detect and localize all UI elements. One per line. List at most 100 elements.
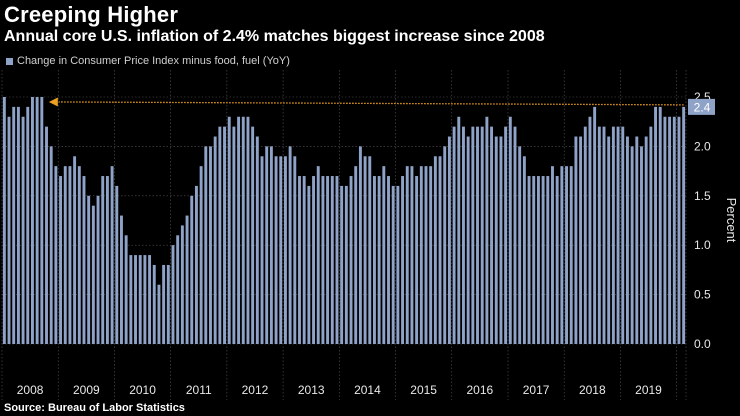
x-tick-label: 2015 xyxy=(410,383,437,397)
bar xyxy=(438,156,442,344)
bar xyxy=(213,136,217,344)
x-tick-label: 2012 xyxy=(242,383,269,397)
bar xyxy=(68,166,72,344)
bar xyxy=(462,126,465,344)
bar xyxy=(148,255,152,344)
bar xyxy=(574,136,578,344)
bar xyxy=(579,136,583,344)
bar xyxy=(372,176,376,344)
bar xyxy=(199,166,203,344)
bar xyxy=(120,215,123,344)
bar xyxy=(410,166,414,344)
bar xyxy=(405,166,409,344)
bar xyxy=(611,126,615,344)
x-tick-label: 2008 xyxy=(17,383,44,397)
bar xyxy=(269,146,273,344)
bar xyxy=(124,235,128,344)
bar xyxy=(682,106,686,344)
last-value-box xyxy=(688,98,715,115)
bar xyxy=(602,126,606,344)
bar xyxy=(143,255,147,344)
bar xyxy=(677,116,681,344)
x-tick-label: 2018 xyxy=(579,383,606,397)
bar xyxy=(522,156,526,344)
bar xyxy=(40,97,44,344)
bar xyxy=(134,255,137,344)
bar xyxy=(466,136,470,344)
bar xyxy=(527,176,531,344)
bar xyxy=(176,235,180,344)
bar xyxy=(204,146,208,344)
bar xyxy=(26,106,30,344)
bar xyxy=(494,136,498,344)
bar xyxy=(87,195,91,344)
bar xyxy=(387,176,390,344)
bar xyxy=(209,146,212,344)
last-value-label: 2.4 xyxy=(694,100,711,114)
bar xyxy=(101,176,105,344)
bar xyxy=(138,255,142,344)
bar xyxy=(658,106,662,344)
bar xyxy=(321,176,325,344)
source-note: Source: Bureau of Labor Statistics xyxy=(4,402,185,414)
bar xyxy=(129,255,133,344)
chart-subtitle: Annual core U.S. inflation of 2.4% match… xyxy=(4,28,545,45)
bar xyxy=(391,185,395,344)
bar xyxy=(335,176,339,344)
bar xyxy=(518,146,522,344)
bar xyxy=(649,126,653,344)
bar xyxy=(536,176,540,344)
bar xyxy=(588,116,592,344)
bar xyxy=(232,126,236,344)
bar xyxy=(274,156,278,344)
bar xyxy=(504,126,508,344)
bar xyxy=(171,245,175,344)
grid-layer xyxy=(1,70,687,400)
x-tick-label: 2009 xyxy=(73,383,100,397)
bar xyxy=(73,156,77,344)
bar xyxy=(21,116,25,344)
bar xyxy=(499,136,503,344)
bar xyxy=(298,176,301,344)
bar xyxy=(349,176,353,344)
bar xyxy=(7,116,11,344)
bar xyxy=(302,176,306,344)
y-tick-label: 0.5 xyxy=(694,288,711,302)
bar xyxy=(283,156,287,344)
bar xyxy=(672,116,676,344)
bar xyxy=(96,195,100,344)
bar xyxy=(541,176,545,344)
bar xyxy=(77,166,81,344)
bar xyxy=(265,146,269,344)
bar xyxy=(45,126,48,344)
y-tick-label: 2.0 xyxy=(694,139,711,153)
bar xyxy=(607,136,611,344)
bar xyxy=(166,264,170,344)
bar xyxy=(569,166,573,344)
bar xyxy=(640,146,643,344)
bar xyxy=(560,166,564,344)
bar xyxy=(424,166,428,344)
y-tick-label: 1.5 xyxy=(694,189,711,203)
bar xyxy=(616,126,620,344)
bar xyxy=(260,156,264,344)
bar-layer xyxy=(2,97,686,344)
annotation-arrowhead xyxy=(48,97,58,107)
bar xyxy=(551,166,554,344)
bar xyxy=(382,166,386,344)
bar xyxy=(30,97,34,344)
bar xyxy=(476,126,479,344)
y-axis-label: Percent xyxy=(724,198,739,243)
legend-label: Change in Consumer Price Index minus foo… xyxy=(17,55,290,67)
bar xyxy=(447,136,451,344)
bar xyxy=(35,97,39,344)
bar xyxy=(340,185,344,344)
bar xyxy=(419,166,423,344)
bar xyxy=(429,166,433,344)
bar xyxy=(2,97,6,344)
bar xyxy=(227,116,231,344)
bar xyxy=(396,185,400,344)
bar xyxy=(625,136,629,344)
bar xyxy=(485,116,489,344)
